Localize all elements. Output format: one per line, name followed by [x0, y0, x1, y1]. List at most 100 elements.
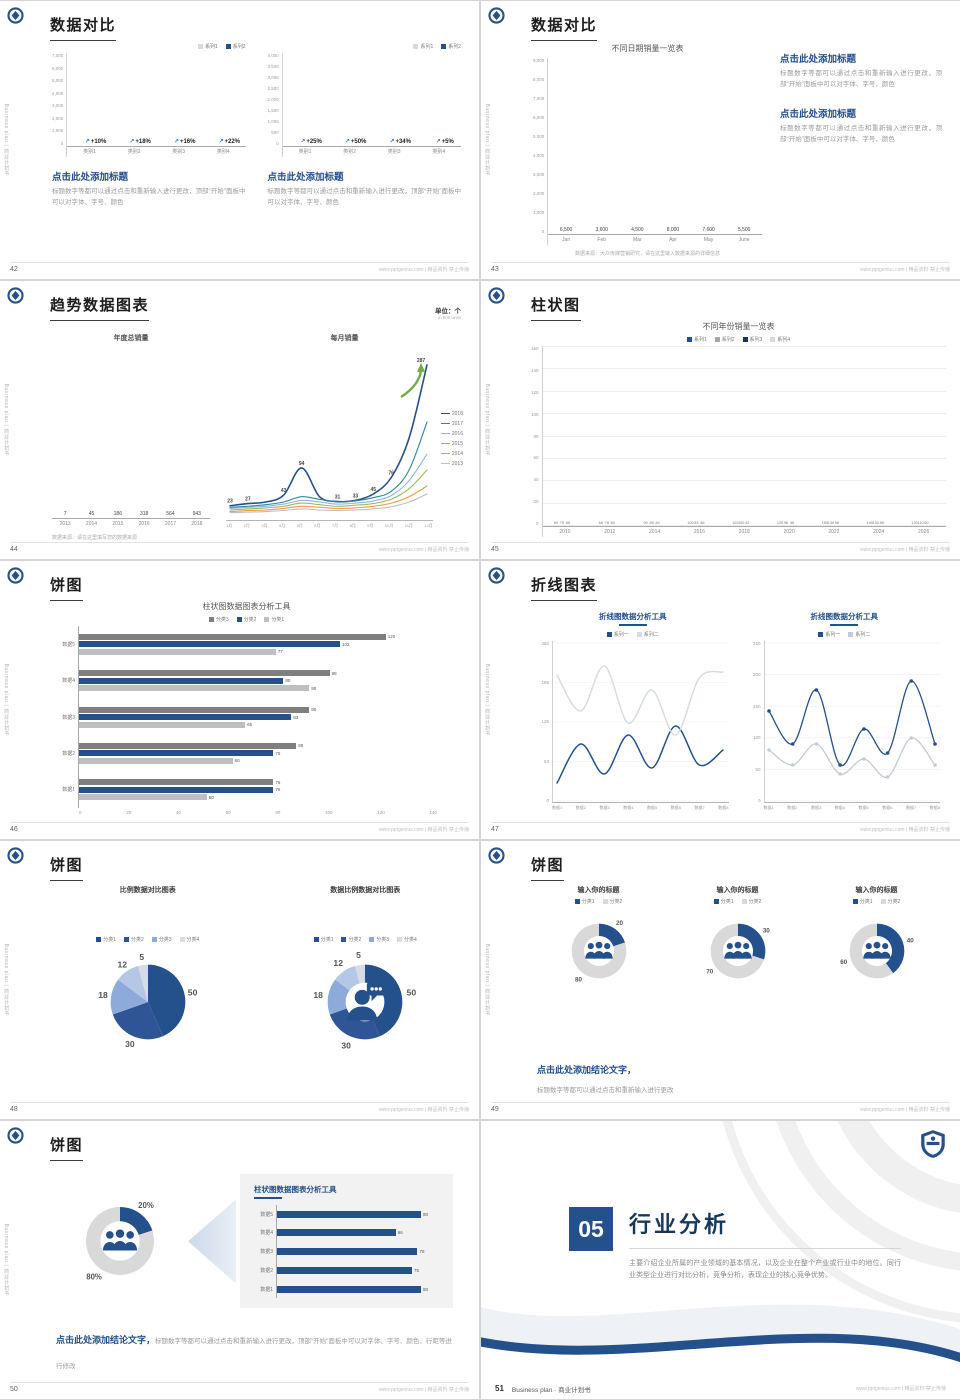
conclusion-block: 点击此处添加结论文字， 标题数字等都可以通过点击和重新输入进行更改: [537, 1063, 938, 1097]
chart-title: 每月销量: [330, 335, 359, 342]
page-title: 饼图: [50, 1134, 84, 1161]
sidebar-watermark: Business plan | 商业计划书: [3, 1223, 9, 1297]
slide-47[interactable]: Business plan | 商业计划书 折线图表 折线图数据分析工具 系列一…: [481, 561, 960, 839]
chart-legend: 系列1 系列2: [52, 43, 246, 50]
slide-50[interactable]: Business plan | 商业计划书 饼图 20% 80% 柱状图数据图表分…: [0, 1121, 479, 1399]
slide-content: 不同年份销量一览表 系列1 系列2 系列3 系列4 160 140 120 100 80 60 40…: [531, 321, 946, 537]
people-icon: [582, 935, 615, 968]
page-number: 43: [491, 265, 499, 273]
horizontal-bar-chart: 数据5 80 数据4 66 数据3 78 数据2 75 数据1 80: [254, 1204, 439, 1299]
svg-text:50: 50: [407, 987, 417, 997]
panel-title: 柱状图数据图表分析工具: [254, 1185, 337, 1195]
sidebar-watermark: Business plan | 商业计划书: [484, 663, 490, 737]
chart-legend: 系列一 系列二: [537, 631, 729, 638]
legend-item: 分类1: [574, 898, 595, 905]
chart-legend: 系列一 系列二: [749, 631, 941, 638]
legend-item: 分类3: [151, 936, 172, 943]
bar: [277, 1248, 418, 1256]
bar-panel: 柱状图数据图表分析工具 数据5 80 数据4 66 数据3 78 数据2 75 数据1 80: [240, 1174, 453, 1309]
legend-item: 分类2: [741, 898, 761, 905]
legend-item: 分类4: [179, 936, 199, 943]
donut-chart: 分类1 分类2 2080: [558, 898, 640, 1059]
chart-legend: 分类1 分类2: [713, 898, 761, 905]
crest-logo-icon: [7, 7, 24, 24]
crest-logo-icon: [488, 7, 505, 24]
pie-slice: [117, 965, 148, 1002]
chart-legend: 2018 2017 2016 2015 2014 2013: [440, 348, 463, 529]
legend-item: 系列二: [636, 631, 659, 638]
slide-44[interactable]: Business plan | 商业计划书 趋势数据图表 单位：个 in 900…: [0, 281, 479, 559]
chart-legend: 系列1 系列2 系列3 系列4: [531, 336, 946, 343]
slide-footer: 49 www.pptgenius.com | 精品资料 禁止传播: [491, 1102, 950, 1115]
unit-label: 单位：个: [435, 308, 461, 315]
conclusion-heading: 点击此处添加结论文字，: [56, 1334, 156, 1345]
legend-item: 2013: [440, 461, 463, 467]
conclusion-block: 点击此处添加结论文字，标题数字等都可以通过点击和重新输入进行更改，顶部“开始”面…: [56, 1326, 453, 1377]
block-heading: 点击此处添加标题: [267, 172, 344, 183]
slide-content: 年度总销量 7 2013 45 2014 186 2015 318 2016 564 2017 94…: [52, 333, 463, 541]
school-crest-logo: [920, 1129, 946, 1159]
slide-49[interactable]: Business plan | 商业计划书 饼图 输入你的标题 分类1 分类2 20…: [481, 841, 960, 1119]
funnel-shape: [188, 1199, 236, 1284]
pie-graphic: 2080: [558, 910, 640, 992]
legend-item: 分类2: [602, 898, 622, 905]
slide-content: 系列1 系列2 7,000 6,000 5,000 4,000 3,000 2,000 1,00…: [52, 43, 462, 259]
svg-text:5: 5: [139, 951, 144, 961]
bar: [79, 706, 310, 713]
page-title: 柱状图: [531, 294, 581, 321]
block-body: 标题数字等都可以通过点击和重新输入进行更改，顶部“开始”面板中可以对字体、字号、…: [267, 188, 462, 206]
legend-item: 系列4: [770, 336, 790, 343]
slide-43[interactable]: Business plan | 商业计划书 数据对比 不同日期销量一览表 9,0…: [481, 1, 960, 279]
legend-item: 系列2: [714, 336, 735, 343]
people-icon: [721, 935, 754, 968]
sidebar-watermark: Business plan | 商业计划书: [3, 383, 9, 457]
svg-text:27: 27: [245, 497, 251, 503]
slide-46[interactable]: Business plan | 商业计划书 饼图 柱状图数据图表分析工具 分类3…: [0, 561, 479, 839]
crest-logo-icon: [488, 567, 505, 584]
section-header: 05 行业分析 主要介绍企业所属的产业领域的基本情况，以及企业在整个产业或行业中…: [569, 1207, 901, 1283]
slide-footer: 43 www.pptgenius.com | 精品资料 禁止传播: [491, 262, 950, 275]
donut-chart: 分类1 分类2 分类3 分类4 50 30 18 12 5: [309, 898, 421, 1095]
donut-panel: 输入你的标题 分类1 分类2 30 70: [676, 885, 799, 1059]
legend-item: 分类1: [852, 898, 873, 905]
bar: [79, 641, 340, 648]
line-series: [556, 724, 724, 784]
line-series: [229, 364, 428, 507]
svg-text:23: 23: [227, 499, 233, 505]
slide-48[interactable]: Business plan | 商业计划书 饼图 比例数据对比图表 分类1 分类2…: [0, 841, 479, 1119]
legend-item: 分类2: [880, 898, 900, 905]
slide-content: 折线图数据分析工具 系列一 系列二 250 188 125 63 0 数据1 数据2 数据3 数据4…: [537, 611, 941, 811]
grouped-bar-chart: 系列1 系列2 4,000 3,500 3,000 2,500 2,000 1,500 1,00…: [267, 44, 462, 157]
legend-item: 2014: [440, 451, 463, 457]
pie-graphic: 40 60: [836, 910, 918, 992]
bar: [79, 786, 274, 793]
bar: [79, 714, 292, 721]
chart-title: 不同年份销量一览表: [702, 322, 775, 331]
conclusion-body: 标题数字等都可以通过点击和重新输入进行更改: [537, 1087, 674, 1094]
slide-45[interactable]: Business plan | 商业计划书 柱状图 不同年份销量一览表 系列1 系…: [481, 281, 960, 559]
page-title: 折线图表: [531, 574, 598, 601]
footer-watermark: www.pptgenius.com | 精品资料 禁止传播: [860, 1106, 950, 1113]
slide-51-section-divider[interactable]: 05 行业分析 主要介绍企业所属的产业领域的基本情况，以及企业在整个产业或行业中…: [481, 1121, 960, 1399]
bar: [277, 1285, 422, 1293]
chart-legend: 分类1 分类2: [574, 898, 622, 905]
svg-text:20%: 20%: [138, 1201, 154, 1210]
svg-text:12: 12: [334, 957, 344, 967]
block-body: 标题数字等都可以通过点击和重新输入进行更改，顶部“开始”面板中可以对字体、字号、…: [780, 70, 942, 88]
unit-sublabel: in 900 units: [437, 315, 461, 320]
svg-text:31: 31: [335, 495, 341, 501]
svg-text:12: 12: [117, 959, 127, 969]
bar: [79, 750, 274, 757]
legend-item: 分类1: [713, 898, 734, 905]
panel-title: 折线图数据分析工具: [599, 612, 667, 621]
legend-item: 系列2: [225, 43, 246, 50]
slide-footer: 51 Business plan · 商业计划书 www.pptgenius.co…: [495, 1382, 946, 1395]
section-body: 主要介绍企业所属的产业领域的基本情况，以及企业在整个产业或行业中的地位。同行业类…: [629, 1260, 901, 1280]
page-title: 数据对比: [531, 14, 598, 41]
people-icon: [100, 1221, 141, 1262]
slide-42[interactable]: Business plan | 商业计划书 数据对比 系列1 系列2 7,000 6,…: [0, 1, 479, 279]
footer-watermark: www.pptgenius.com | 精品资料 禁止传播: [860, 546, 950, 553]
svg-text:70: 70: [706, 969, 713, 976]
chart-title: 不同日期销量一览表: [611, 44, 684, 53]
pie-slice: [137, 964, 148, 1002]
